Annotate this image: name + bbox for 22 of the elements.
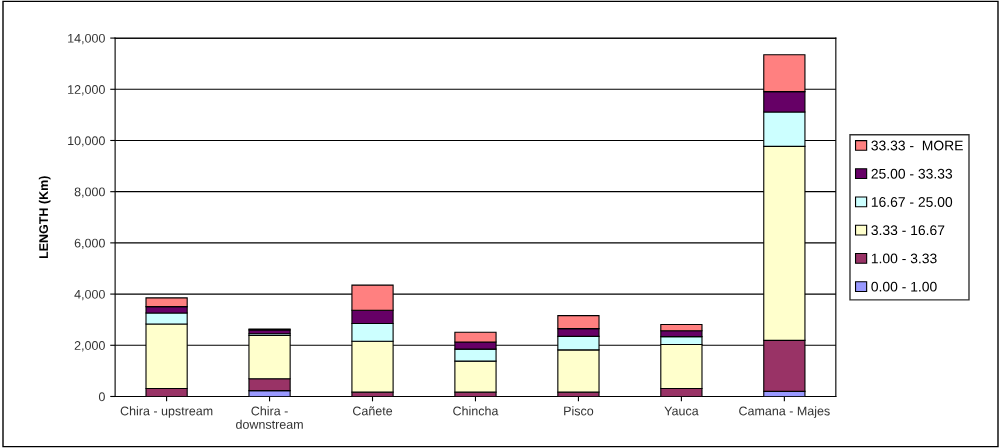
y-tick-label: 0 <box>98 392 105 402</box>
x-tick-label: Yauca <box>664 406 699 416</box>
y-tick-label: 4,000 <box>74 289 105 301</box>
x-tick-label: Chira - downstream <box>236 406 303 429</box>
legend-label: 0.00 - 1.00 <box>871 281 937 292</box>
y-tick-label: 14,000 <box>68 33 105 45</box>
y-tick-label: 10,000 <box>68 136 105 147</box>
legend-label: 16.67 - 25.00 <box>871 197 953 207</box>
y-tick-label: 12,000 <box>68 85 105 96</box>
legend-label: 3.33 - 16.67 <box>871 225 945 236</box>
x-tick-label: Cañete <box>353 406 393 416</box>
y-axis-title: LENGTH (Km) <box>38 176 51 259</box>
y-tick-label: 6,000 <box>74 238 105 250</box>
legend-label: 1.00 - 3.33 <box>871 253 937 264</box>
x-tick-label: Pisco <box>564 406 594 416</box>
legend-label: 33.33 - MORE <box>871 140 963 151</box>
y-tick-label: 2,000 <box>74 341 105 352</box>
x-tick-label: Camana - Majes <box>739 406 830 418</box>
x-tick-label: Chira - upstream <box>120 406 213 418</box>
x-tick-label: Chincha <box>453 406 499 416</box>
legend-label: 25.00 - 33.33 <box>871 168 953 179</box>
y-tick-label: 8,000 <box>74 187 105 198</box>
